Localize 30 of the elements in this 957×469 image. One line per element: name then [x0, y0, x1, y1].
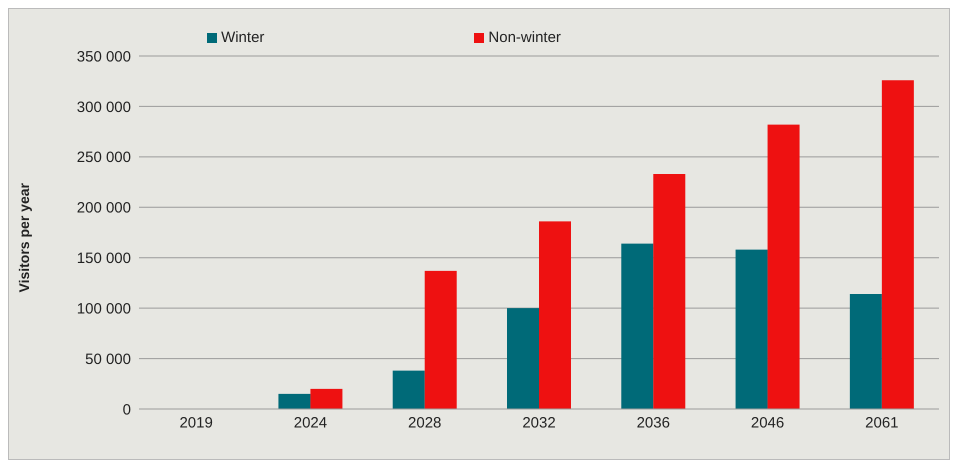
legend-label: Winter [221, 29, 264, 46]
x-tick-label: 2032 [522, 414, 556, 432]
y-tick-label: 200 000 [76, 200, 131, 217]
x-tick-label: 2061 [865, 414, 899, 432]
x-tick-label: 2019 [179, 414, 213, 432]
bar [768, 124, 800, 409]
y-tick-label: 300 000 [76, 98, 131, 116]
y-tick-label: 100 000 [76, 300, 131, 318]
bar [850, 294, 882, 409]
bar [882, 80, 914, 409]
bar [507, 308, 539, 409]
y-tick-label: 150 000 [76, 250, 131, 268]
bar [736, 250, 768, 409]
x-tick-label: 2024 [294, 414, 328, 432]
bar [653, 174, 686, 409]
y-tick-label: 350 000 [76, 48, 131, 66]
bar [621, 244, 654, 409]
y-tick-label: 50 000 [85, 350, 131, 368]
y-axis-title: Visitors per year [16, 182, 32, 292]
y-tick-label: 0 [122, 401, 131, 418]
bar [310, 388, 342, 409]
bar [539, 221, 571, 409]
x-tick-label: 2028 [408, 414, 442, 432]
x-tick-label: 2036 [636, 414, 670, 432]
bar [424, 270, 457, 409]
x-tick-label: 2046 [750, 414, 784, 432]
legend-label: Non-winter [488, 29, 561, 46]
bar [278, 394, 310, 409]
y-tick-label: 250 000 [76, 149, 131, 166]
bar [392, 370, 425, 409]
